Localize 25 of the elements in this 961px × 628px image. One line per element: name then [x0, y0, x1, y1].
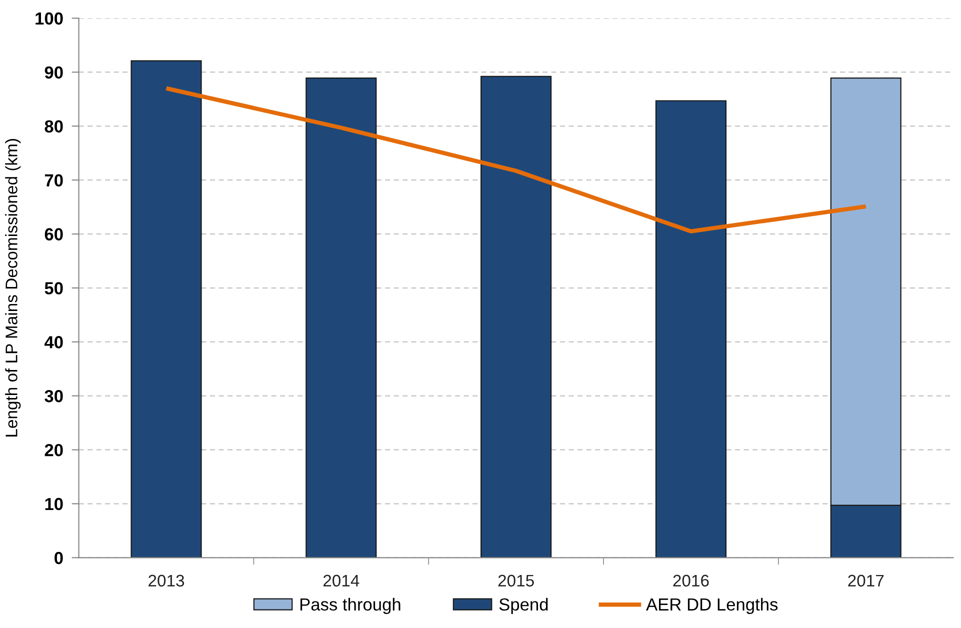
legend-label: Pass through — [300, 598, 400, 614]
legend-label: Spend — [499, 598, 548, 614]
y-tick-label: 50 — [44, 282, 63, 294]
y-tick-label: 30 — [44, 390, 63, 402]
y-tick-label: 60 — [44, 228, 63, 240]
y-tick-label: 0 — [54, 552, 63, 564]
bar — [655, 100, 726, 558]
bar — [480, 76, 552, 558]
y-tick-label: 70 — [44, 174, 63, 187]
bar — [306, 78, 377, 558]
y-tick-label: 100 — [36, 12, 63, 25]
y-tick-label: 80 — [44, 120, 63, 133]
y-tick-label: 40 — [44, 336, 63, 348]
y-tick-label: 10 — [45, 498, 63, 510]
x-tick-label: 2015 — [498, 574, 534, 587]
x-tick-label: 2014 — [323, 574, 360, 587]
legend-label: AER DD Lengths — [646, 598, 778, 614]
x-tick-label: 2013 — [148, 574, 184, 587]
x-tick-label: 2016 — [673, 574, 709, 587]
x-tick-label: 2017 — [848, 574, 884, 587]
y-tick-label: 20 — [44, 444, 63, 456]
line-series — [164, 86, 868, 234]
bar — [130, 60, 202, 558]
y-tick-label: 90 — [44, 66, 63, 79]
y-axis-title: Length of LP Mains Decomissioned (km) — [5, 139, 21, 436]
